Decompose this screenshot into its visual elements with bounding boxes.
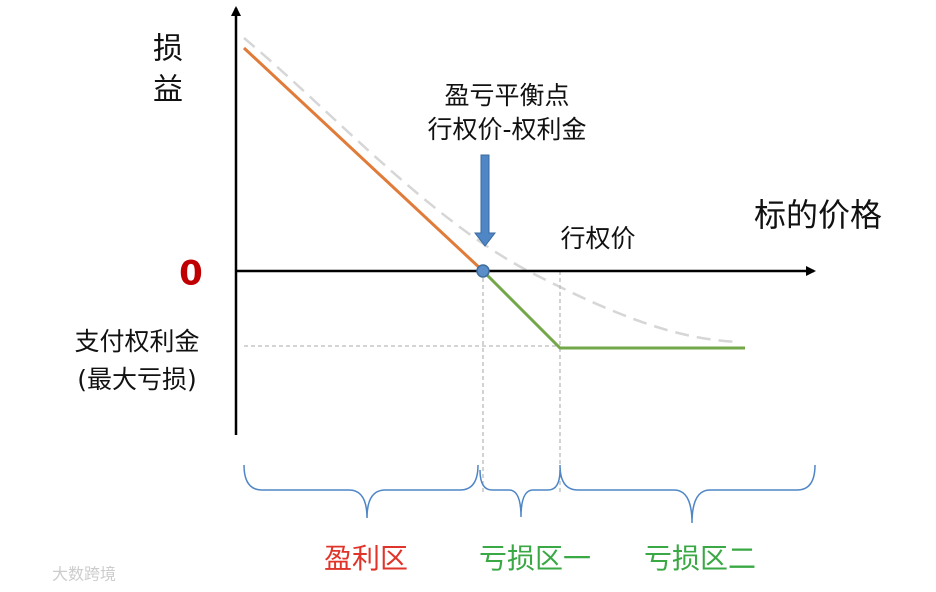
brace: [559, 464, 816, 524]
watermark: 大数跨境: [52, 565, 116, 584]
y-label: 益: [153, 73, 183, 108]
breakeven-point: [476, 264, 490, 278]
guide-curve: [243, 37, 741, 344]
strike-label: 行权价: [560, 224, 635, 253]
x-label: 标的价格: [754, 196, 882, 234]
zone-label: 亏损区二: [644, 542, 756, 575]
premium-label: (最大亏损): [77, 365, 197, 394]
zone-label: 盈利区: [324, 542, 408, 575]
breakeven-label: 盈亏平衡点: [444, 81, 569, 110]
zone-label: 亏损区一: [479, 542, 591, 575]
loss-line: [481, 269, 745, 350]
origin-label: 0: [179, 254, 203, 294]
profit-line: [242, 46, 485, 273]
breakeven-label: 行权价-权利金: [427, 115, 586, 144]
premium-label: 支付权利金: [74, 327, 199, 356]
y-label: 损: [153, 32, 183, 67]
breakeven-arrow: [473, 154, 497, 247]
brace: [243, 464, 479, 519]
brace: [479, 469, 561, 518]
